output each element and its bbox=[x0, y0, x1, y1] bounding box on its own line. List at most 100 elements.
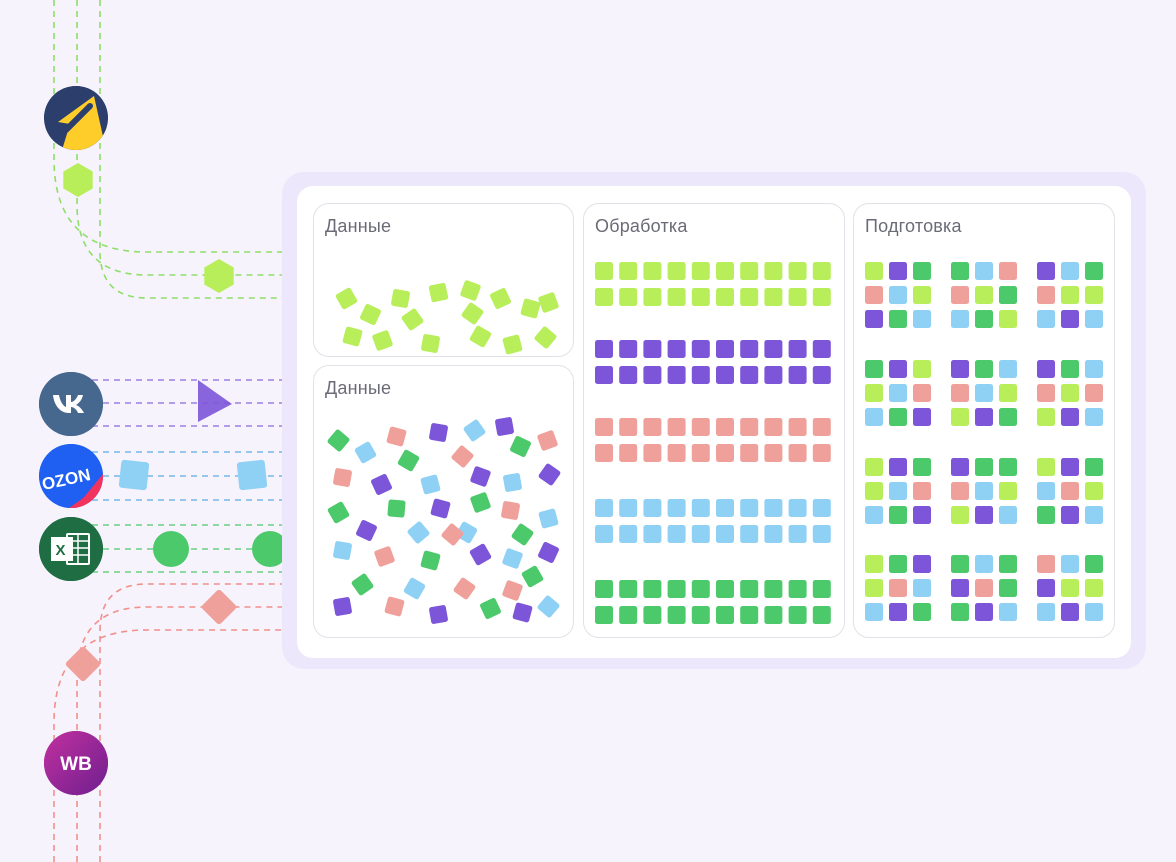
source-wildberries[interactable]: WB bbox=[44, 731, 108, 795]
data-block bbox=[619, 340, 638, 358]
data-block bbox=[740, 262, 759, 280]
data-packet-hexagon bbox=[204, 259, 234, 293]
data-block bbox=[716, 444, 734, 462]
data-block bbox=[429, 605, 448, 624]
data-block bbox=[371, 474, 392, 495]
data-block bbox=[951, 262, 969, 280]
panel-preparation: Подготовка bbox=[853, 203, 1115, 638]
data-block bbox=[812, 525, 831, 543]
source-excel[interactable]: X bbox=[39, 517, 103, 581]
data-block bbox=[999, 262, 1017, 280]
data-block bbox=[619, 418, 638, 436]
panel-data-mixed: Данные bbox=[313, 365, 574, 638]
data-block bbox=[913, 408, 931, 426]
data-block bbox=[384, 596, 405, 617]
data-block bbox=[740, 366, 759, 384]
data-block bbox=[1085, 506, 1103, 524]
data-block bbox=[619, 444, 638, 462]
data-block bbox=[595, 525, 613, 543]
grouped-data-blocks bbox=[865, 262, 1103, 621]
data-block bbox=[975, 262, 993, 280]
data-block bbox=[643, 340, 662, 358]
data-block bbox=[1061, 408, 1079, 426]
data-block bbox=[510, 436, 531, 457]
data-block bbox=[913, 458, 931, 476]
data-block bbox=[643, 606, 662, 624]
panel-data-raw: Данные bbox=[313, 203, 574, 357]
data-block bbox=[595, 606, 613, 624]
data-block bbox=[1037, 384, 1055, 402]
panel-title: Данные bbox=[325, 216, 392, 236]
data-block bbox=[1037, 579, 1055, 597]
data-block bbox=[501, 501, 520, 520]
data-block bbox=[812, 262, 831, 280]
data-block bbox=[619, 499, 638, 517]
data-block bbox=[521, 565, 544, 588]
data-block bbox=[342, 326, 363, 347]
data-block bbox=[1085, 482, 1103, 500]
data-block bbox=[975, 360, 993, 378]
data-block bbox=[740, 444, 759, 462]
data-block bbox=[502, 580, 523, 601]
data-block bbox=[463, 419, 486, 442]
data-block bbox=[865, 360, 883, 378]
data-block bbox=[1037, 408, 1055, 426]
data-block bbox=[740, 606, 759, 624]
data-block bbox=[951, 506, 969, 524]
data-block bbox=[975, 310, 993, 328]
data-block bbox=[691, 288, 710, 306]
data-block bbox=[865, 555, 883, 573]
data-block bbox=[788, 340, 807, 358]
data-block bbox=[1061, 555, 1079, 573]
data-block bbox=[643, 444, 662, 462]
data-block bbox=[764, 580, 783, 598]
data-block bbox=[534, 326, 557, 349]
data-block bbox=[716, 418, 734, 436]
flow-line bbox=[99, 583, 285, 862]
data-packet-diamond bbox=[65, 646, 101, 682]
data-block bbox=[1037, 506, 1055, 524]
data-block bbox=[643, 262, 662, 280]
data-block bbox=[865, 482, 883, 500]
data-block bbox=[951, 408, 969, 426]
data-block bbox=[999, 555, 1017, 573]
excel-logo-text: X bbox=[56, 542, 66, 559]
yandex-market-icon bbox=[44, 86, 108, 150]
panel-title: Данные bbox=[325, 378, 392, 398]
source-ozon[interactable]: OZON bbox=[39, 444, 103, 508]
wildberries-icon: WB bbox=[44, 731, 108, 795]
data-block bbox=[360, 304, 381, 325]
data-block bbox=[354, 441, 377, 464]
data-block bbox=[460, 280, 481, 301]
source-yandex-market[interactable] bbox=[44, 86, 108, 150]
data-block bbox=[764, 288, 783, 306]
data-block bbox=[788, 525, 807, 543]
data-block bbox=[667, 262, 686, 280]
data-block bbox=[1061, 482, 1079, 500]
data-block bbox=[1037, 262, 1055, 280]
data-block bbox=[1085, 360, 1103, 378]
data-block bbox=[865, 458, 883, 476]
data-block bbox=[1085, 555, 1103, 573]
raw-data-blocks bbox=[335, 280, 559, 355]
data-block bbox=[1037, 482, 1055, 500]
data-block bbox=[889, 506, 907, 524]
source-vk[interactable] bbox=[39, 372, 103, 436]
data-block bbox=[356, 520, 377, 541]
data-block bbox=[913, 482, 931, 500]
data-block bbox=[619, 288, 638, 306]
data-block bbox=[502, 548, 523, 569]
data-block bbox=[595, 580, 613, 598]
data-block bbox=[975, 603, 993, 621]
data-block bbox=[975, 408, 993, 426]
data-block bbox=[740, 340, 759, 358]
data-block bbox=[537, 595, 560, 618]
data-block bbox=[1061, 384, 1079, 402]
data-block bbox=[865, 506, 883, 524]
data-block bbox=[889, 310, 907, 328]
flow-line bbox=[99, 0, 285, 299]
data-block bbox=[691, 580, 710, 598]
data-block bbox=[975, 286, 993, 304]
data-block bbox=[335, 287, 358, 310]
